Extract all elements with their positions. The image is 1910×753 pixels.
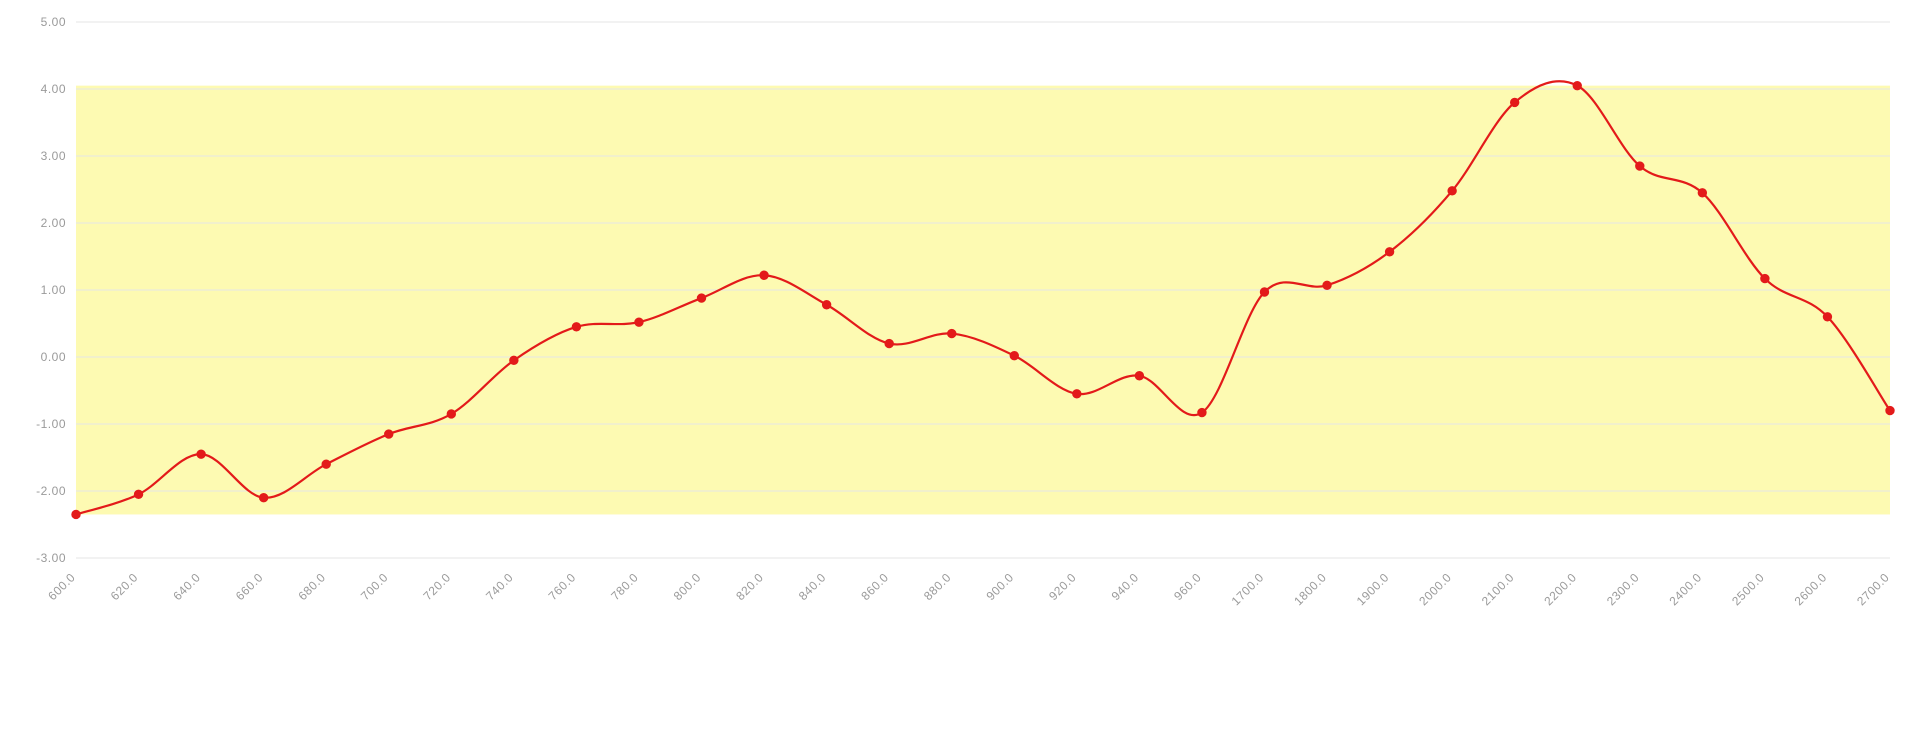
x-tick-label: 840.0 <box>796 570 829 603</box>
x-tick-label: 880.0 <box>921 570 954 603</box>
x-tick-label: 620.0 <box>108 570 141 603</box>
x-tick-label: 900.0 <box>983 570 1016 603</box>
x-tick-label: 2600.0 <box>1792 570 1830 608</box>
series-point <box>572 323 580 331</box>
x-tick-label: 2500.0 <box>1729 570 1767 608</box>
y-tick-label: -3.00 <box>36 551 66 565</box>
x-tick-label: 680.0 <box>295 570 328 603</box>
x-tick-label: 780.0 <box>608 570 641 603</box>
series-point <box>1135 372 1143 380</box>
series-point <box>1698 189 1706 197</box>
series-point <box>510 356 518 364</box>
x-tick-label: 1800.0 <box>1291 570 1329 608</box>
series-point <box>1448 187 1456 195</box>
y-tick-label: -2.00 <box>36 484 66 498</box>
series-point <box>822 301 830 309</box>
x-tick-label: 940.0 <box>1109 570 1142 603</box>
series-point <box>322 460 330 468</box>
y-tick-label: 0.00 <box>41 350 66 364</box>
series-point <box>134 490 142 498</box>
series-point <box>1761 274 1769 282</box>
x-tick-label: 2400.0 <box>1666 570 1704 608</box>
series-point <box>1573 81 1581 89</box>
x-tick-label: 2300.0 <box>1604 570 1642 608</box>
chart-svg: -3.00 -2.00 -1.00 0.00 1.00 2.00 3.00 4.00 5.00 6… <box>0 0 1910 753</box>
series-point <box>385 430 393 438</box>
series-point <box>1260 288 1268 296</box>
series-point <box>760 271 768 279</box>
series-point <box>1010 351 1018 359</box>
y-tick-label: 5.00 <box>41 15 66 29</box>
x-tick-label: 960.0 <box>1171 570 1204 603</box>
line-chart: -3.00 -2.00 -1.00 0.00 1.00 2.00 3.00 4.00 5.00 6… <box>0 0 1910 753</box>
x-tick-label: 2700.0 <box>1854 570 1892 608</box>
x-tick-label: 860.0 <box>858 570 891 603</box>
x-tick-label: 640.0 <box>170 570 203 603</box>
x-tick-label: 820.0 <box>733 570 766 603</box>
x-tick-label: 800.0 <box>671 570 704 603</box>
x-tick-label: 2000.0 <box>1416 570 1454 608</box>
y-tick-label: 3.00 <box>41 149 66 163</box>
x-tick-label: 740.0 <box>483 570 516 603</box>
x-tick-label: 720.0 <box>421 570 454 603</box>
series-point <box>948 329 956 337</box>
y-tick-label: 2.00 <box>41 216 66 230</box>
series-point <box>1073 390 1081 398</box>
series-point <box>885 339 893 347</box>
x-tick-label: 2200.0 <box>1541 570 1579 608</box>
y-tick-label: 4.00 <box>41 82 66 96</box>
x-tick-label: 660.0 <box>233 570 266 603</box>
x-tick-label: 700.0 <box>358 570 391 603</box>
plot-band <box>76 86 1890 515</box>
series-point <box>1886 406 1894 414</box>
series-point <box>635 318 643 326</box>
series-point <box>197 450 205 458</box>
series-point <box>697 294 705 302</box>
x-tick-label: 1700.0 <box>1229 570 1267 608</box>
series-point <box>259 494 267 502</box>
y-tick-label: 1.00 <box>41 283 66 297</box>
y-tick-label: -1.00 <box>36 417 66 431</box>
series-point <box>447 410 455 418</box>
x-tick-label: 600.0 <box>45 570 78 603</box>
series-point <box>1636 162 1644 170</box>
x-tick-label: 760.0 <box>546 570 579 603</box>
series-point <box>72 510 80 518</box>
x-tick-label: 2100.0 <box>1479 570 1517 608</box>
x-tick-label: 1900.0 <box>1354 570 1392 608</box>
series-point <box>1323 281 1331 289</box>
series-point <box>1823 313 1831 321</box>
series-point <box>1510 98 1518 106</box>
series-point <box>1385 248 1393 256</box>
series-point <box>1198 408 1206 416</box>
x-tick-label: 920.0 <box>1046 570 1079 603</box>
